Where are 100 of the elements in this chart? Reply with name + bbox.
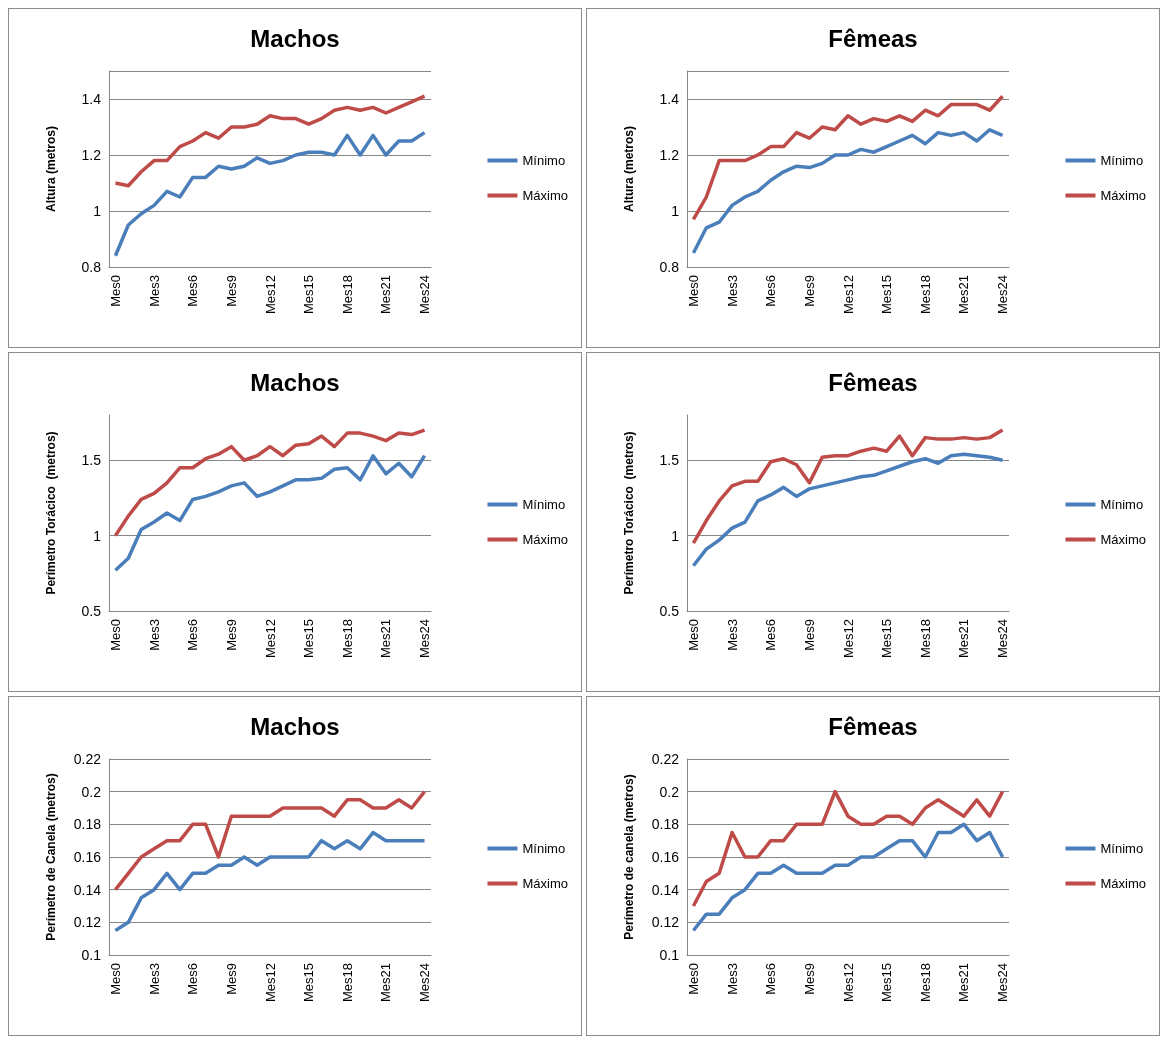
x-tick-label: Mes3 <box>146 619 162 651</box>
chart-title: Machos <box>250 712 340 740</box>
x-tick-label: Mes12 <box>840 275 856 315</box>
y-tick-label: 0.18 <box>73 816 102 833</box>
x-tick-label: Mes6 <box>185 275 201 307</box>
chart-title: Fêmeas <box>828 712 918 740</box>
line-series <box>691 128 1005 255</box>
y-tick-label: 1 <box>671 527 680 544</box>
x-tick-label: Mes12 <box>840 619 856 659</box>
y-tick-label: 1.5 <box>659 452 680 469</box>
x-tick-label: Mes12 <box>262 963 278 1003</box>
x-tick-label: Mes3 <box>146 963 162 995</box>
y-axis-title: Altura (metros) <box>622 125 636 213</box>
x-tick-label: Mes3 <box>724 963 740 995</box>
x-tick-label: Mes12 <box>840 963 856 1003</box>
x-tick-label: Mes21 <box>956 275 972 315</box>
legend-label: Mínimo <box>1100 153 1144 168</box>
x-tick-label: Mes18 <box>339 963 355 1003</box>
x-tick-label: Mes24 <box>417 963 433 1003</box>
x-tick-label: Mes0 <box>685 963 701 995</box>
y-tick-label: 1.2 <box>659 147 680 163</box>
x-tick-label: Mes0 <box>107 963 123 995</box>
legend-label: Máximo <box>1100 532 1147 547</box>
x-tick-label: Mes6 <box>185 963 201 995</box>
legend-label: Mínimo <box>522 153 566 168</box>
x-tick-label: Mes6 <box>763 619 779 651</box>
x-tick-label: Mes12 <box>262 275 278 315</box>
y-tick-label: 0.14 <box>73 881 102 898</box>
line-series <box>691 452 1005 568</box>
line-series <box>113 130 427 258</box>
x-tick-label: Mes6 <box>185 619 201 651</box>
legend-label: Mínimo <box>522 841 566 856</box>
y-tick-label: 0.5 <box>659 603 680 619</box>
legend-label: Mínimo <box>1100 841 1144 856</box>
y-tick-label: 1.5 <box>81 452 102 469</box>
legend-label: Mínimo <box>522 497 566 512</box>
x-tick-label: Mes24 <box>995 619 1011 659</box>
y-axis-title: Perímetro Torácico (metros) <box>622 431 636 595</box>
x-tick-label: Mes6 <box>763 275 779 307</box>
y-tick-label: 0.12 <box>73 914 102 931</box>
y-tick-label: 0.22 <box>651 751 680 767</box>
line-series <box>113 830 427 933</box>
line-series <box>691 789 1005 908</box>
chart-title: Machos <box>250 24 340 52</box>
y-tick-label: 0.1 <box>81 947 102 963</box>
line-series <box>113 453 427 573</box>
y-axis-title: Perímetro Torácico (metros) <box>44 431 58 595</box>
x-tick-label: Mes0 <box>685 275 701 307</box>
x-tick-label: Mes3 <box>724 619 740 651</box>
x-tick-label: Mes9 <box>801 275 817 307</box>
x-tick-label: Mes21 <box>956 619 972 659</box>
legend-label: Máximo <box>1100 188 1147 203</box>
y-tick-label: 1.4 <box>81 91 102 107</box>
x-tick-label: Mes0 <box>685 619 701 651</box>
x-tick-label: Mes3 <box>146 275 162 307</box>
y-tick-label: 0.8 <box>659 259 680 275</box>
y-tick-label: 0.16 <box>73 849 102 865</box>
x-tick-label: Mes21 <box>378 275 394 315</box>
y-tick-label: 0.12 <box>651 914 680 931</box>
x-tick-label: Mes0 <box>107 275 123 307</box>
x-tick-label: Mes12 <box>262 619 278 659</box>
x-tick-label: Mes6 <box>763 963 779 995</box>
y-tick-label: 0.2 <box>659 783 680 800</box>
line-series <box>113 428 427 538</box>
line-series <box>691 428 1005 545</box>
y-tick-label: 1 <box>671 203 680 219</box>
x-tick-label: Mes18 <box>917 275 933 315</box>
y-axis-title: Perímetro de Canela (metros) <box>44 773 58 941</box>
x-tick-label: Mes18 <box>917 963 933 1003</box>
x-tick-label: Mes15 <box>879 963 895 1003</box>
x-tick-label: Mes24 <box>417 275 433 315</box>
x-tick-label: Mes18 <box>917 619 933 659</box>
line-series <box>113 789 427 892</box>
y-tick-label: 0.2 <box>81 783 102 800</box>
y-tick-label: 0.14 <box>651 881 680 898</box>
y-axis-title: Perímetro de canela (metros) <box>622 774 636 940</box>
x-tick-label: Mes9 <box>223 963 239 995</box>
y-tick-label: 0.5 <box>81 603 102 619</box>
x-tick-label: Mes9 <box>801 619 817 651</box>
x-tick-label: Mes21 <box>956 963 972 1003</box>
y-tick-label: 0.16 <box>651 849 680 865</box>
y-tick-label: 0.22 <box>73 751 102 767</box>
y-tick-label: 0.18 <box>651 816 680 833</box>
x-tick-label: Mes24 <box>417 619 433 659</box>
x-tick-label: Mes9 <box>223 619 239 651</box>
legend-label: Máximo <box>522 532 569 547</box>
x-tick-label: Mes18 <box>339 275 355 315</box>
y-tick-label: 1.2 <box>81 147 102 163</box>
x-tick-label: Mes9 <box>223 275 239 307</box>
x-tick-label: Mes21 <box>378 619 394 659</box>
y-tick-label: 1 <box>93 527 102 544</box>
x-tick-label: Mes18 <box>339 619 355 659</box>
y-tick-label: 0.8 <box>81 259 102 275</box>
chart-title: Fêmeas <box>828 368 918 396</box>
x-tick-label: Mes15 <box>879 275 895 315</box>
y-tick-label: 1 <box>93 203 102 219</box>
legend-label: Máximo <box>1100 876 1147 891</box>
line-series <box>691 94 1005 222</box>
legend-label: Máximo <box>522 188 569 203</box>
x-tick-label: Mes24 <box>995 963 1011 1003</box>
